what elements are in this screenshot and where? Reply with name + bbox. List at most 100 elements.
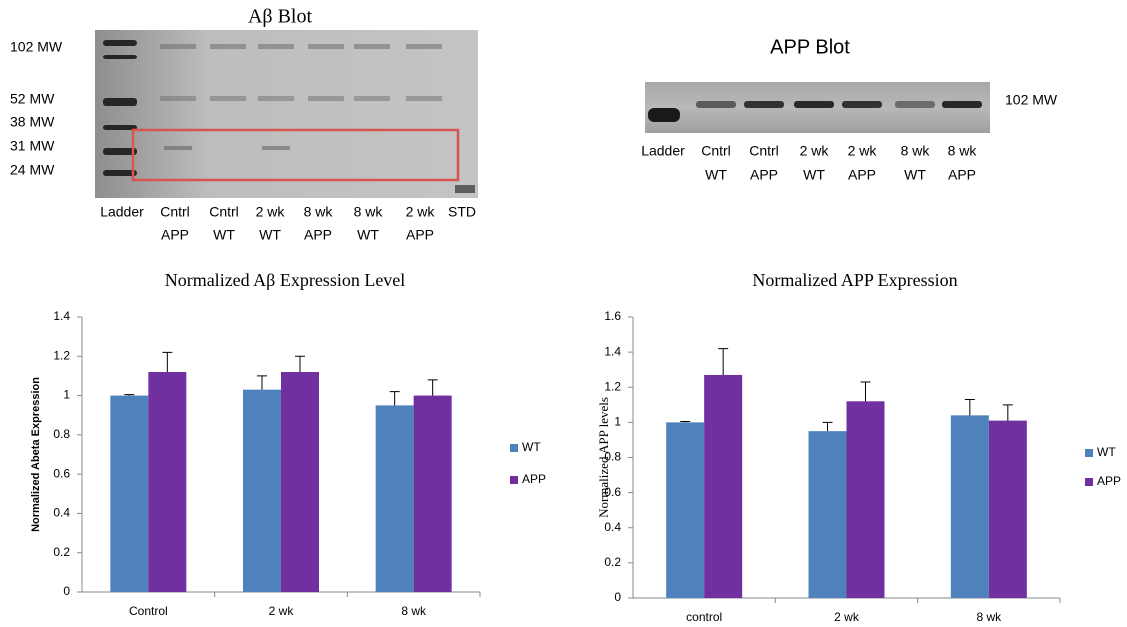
lane-label: Cntrl — [749, 143, 779, 159]
lane-label: Cntrl — [160, 204, 190, 220]
lane-label: WT — [357, 227, 379, 243]
ladder-band — [103, 98, 137, 106]
bar — [148, 372, 186, 592]
y-tick-label: 0.8 — [604, 450, 621, 464]
x-tick-label: 2 wk — [834, 610, 860, 624]
lane-label: APP — [948, 167, 976, 183]
lane-label: 8 wk — [901, 143, 931, 159]
y-tick-label: 0.8 — [53, 427, 70, 441]
error-bar — [823, 422, 833, 431]
lane-label: Ladder — [641, 143, 685, 159]
band — [895, 101, 935, 108]
band — [258, 44, 294, 49]
error-bar — [257, 376, 267, 390]
mw-label: 52 MW — [10, 91, 55, 107]
x-tick-label: 8 wk — [401, 604, 427, 618]
lane-label: APP — [750, 167, 778, 183]
bar — [110, 396, 148, 592]
ladder-band — [103, 55, 137, 59]
legend-label: APP — [522, 472, 546, 486]
chart-title: Normalized Aβ Expression Level — [165, 270, 406, 290]
bar — [809, 431, 847, 598]
x-tick-label: Control — [129, 604, 168, 618]
chart-title: Normalized APP Expression — [752, 270, 957, 290]
blot-title: APP Blot — [770, 36, 850, 58]
y-tick-label: 0 — [614, 590, 621, 604]
error-bar — [680, 421, 690, 422]
lane-label: WT — [213, 227, 235, 243]
error-bar — [861, 382, 871, 401]
band — [210, 96, 246, 101]
band — [942, 101, 982, 108]
y-tick-label: 0.4 — [53, 506, 70, 520]
app-blot-image — [645, 82, 990, 133]
ab-blot-image — [95, 30, 478, 198]
y-tick-label: 1.6 — [604, 309, 621, 323]
error-bar — [295, 356, 305, 372]
x-tick-label: 2 wk — [269, 604, 295, 618]
band — [262, 146, 290, 150]
lane-label: 8 wk — [948, 143, 978, 159]
legend-swatch — [510, 444, 518, 452]
error-bar — [124, 395, 134, 396]
lane-label: 2 wk — [256, 204, 286, 220]
bar — [847, 401, 885, 598]
band — [160, 44, 196, 49]
y-tick-label: 1.2 — [53, 348, 70, 362]
y-tick-label: 1.4 — [604, 344, 621, 358]
lane-label: WT — [705, 167, 727, 183]
mw-label: 24 MW — [10, 162, 55, 178]
bar — [951, 415, 989, 598]
legend-swatch — [1085, 449, 1093, 457]
lane-label: 2 wk — [848, 143, 878, 159]
figure: Aβ Blot APP Blot 102 MW 102 MW 52 MW 38 MW… — [0, 0, 1127, 627]
band — [455, 185, 475, 193]
y-axis-label: Normalized Abeta Expression — [30, 377, 42, 532]
lane-label: Ladder — [100, 204, 144, 220]
bar — [281, 372, 319, 592]
page: Aβ Blot APP Blot 102 MW 102 MW 52 MW 38 MW… — [0, 0, 1127, 627]
lane-label: WT — [803, 167, 825, 183]
y-tick-label: 1.4 — [53, 309, 70, 323]
bar — [376, 405, 414, 592]
y-tick-label: 1 — [63, 388, 70, 402]
legend-label: WT — [1097, 445, 1116, 459]
lane-label: APP — [848, 167, 876, 183]
lane-label: 2 wk — [800, 143, 830, 159]
x-tick-label: control — [686, 610, 722, 624]
lane-label: APP — [161, 227, 189, 243]
legend-swatch — [1085, 478, 1093, 486]
error-bar — [162, 352, 172, 372]
error-bar — [718, 349, 728, 375]
bar — [989, 421, 1027, 598]
bar — [666, 422, 704, 598]
blot-title: Aβ Blot — [248, 6, 313, 28]
band — [406, 44, 442, 49]
band — [160, 96, 196, 101]
band — [308, 96, 344, 101]
lane-label: WT — [904, 167, 926, 183]
mw-label: 102 MW — [10, 39, 63, 55]
lane-label: WT — [259, 227, 281, 243]
legend-swatch — [510, 476, 518, 484]
y-tick-label: 0.6 — [604, 485, 621, 499]
error-bar — [1003, 405, 1013, 421]
bar — [243, 390, 281, 592]
band — [210, 44, 246, 49]
mw-label: 38 MW — [10, 114, 55, 130]
error-bar — [390, 392, 400, 406]
error-bar — [428, 380, 438, 396]
band — [354, 44, 390, 49]
ladder-band — [103, 40, 137, 46]
y-tick-label: 1 — [614, 415, 621, 429]
lane-label: Cntrl — [701, 143, 731, 159]
y-tick-label: 0 — [63, 584, 70, 598]
y-tick-label: 0.6 — [53, 466, 70, 480]
x-tick-label: 8 wk — [976, 610, 1002, 624]
band — [696, 101, 736, 108]
ladder-band — [648, 108, 680, 122]
mw-label: 102 MW — [1005, 92, 1058, 108]
y-tick-label: 0.2 — [604, 555, 621, 569]
lane-label: Cntrl — [209, 204, 239, 220]
lane-label: STD — [448, 204, 476, 220]
